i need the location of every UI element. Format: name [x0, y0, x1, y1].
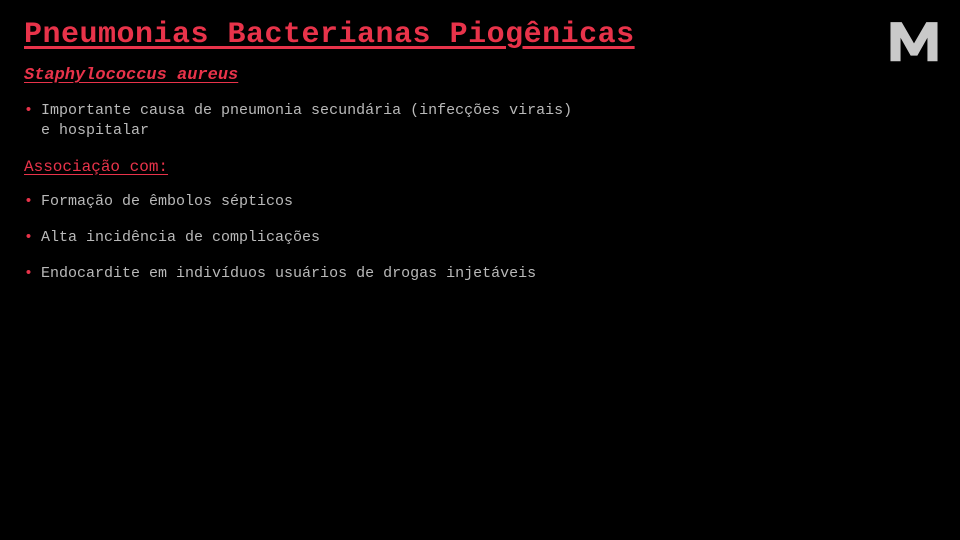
bullet-row: • Alta incidência de complicações [24, 228, 936, 248]
slide-title: Pneumonias Bacterianas Piogênicas [24, 18, 936, 52]
bullet-dot-icon: • [24, 101, 33, 121]
slide-container: Pneumonias Bacterianas Piogênicas Staphy… [0, 0, 960, 540]
bullet-text: Alta incidência de complicações [41, 228, 320, 248]
intro-bullet-row: • Importante causa de pneumonia secundár… [24, 101, 584, 142]
bullet-text: Endocardite em indivíduos usuários de dr… [41, 264, 536, 284]
section-heading: Associação com: [24, 158, 936, 176]
bullet-dot-icon: • [24, 192, 33, 212]
slide-subtitle: Staphylococcus aureus [24, 66, 936, 85]
bullet-text: Formação de êmbolos sépticos [41, 192, 293, 212]
intro-bullet-text: Importante causa de pneumonia secundária… [41, 101, 584, 142]
bullet-row: • Formação de êmbolos sépticos [24, 192, 936, 212]
logo-m-icon [890, 22, 937, 61]
bullet-row: • Endocardite em indivíduos usuários de … [24, 264, 936, 284]
bullet-dot-icon: • [24, 264, 33, 284]
bullet-dot-icon: • [24, 228, 33, 248]
brand-logo [886, 12, 942, 68]
